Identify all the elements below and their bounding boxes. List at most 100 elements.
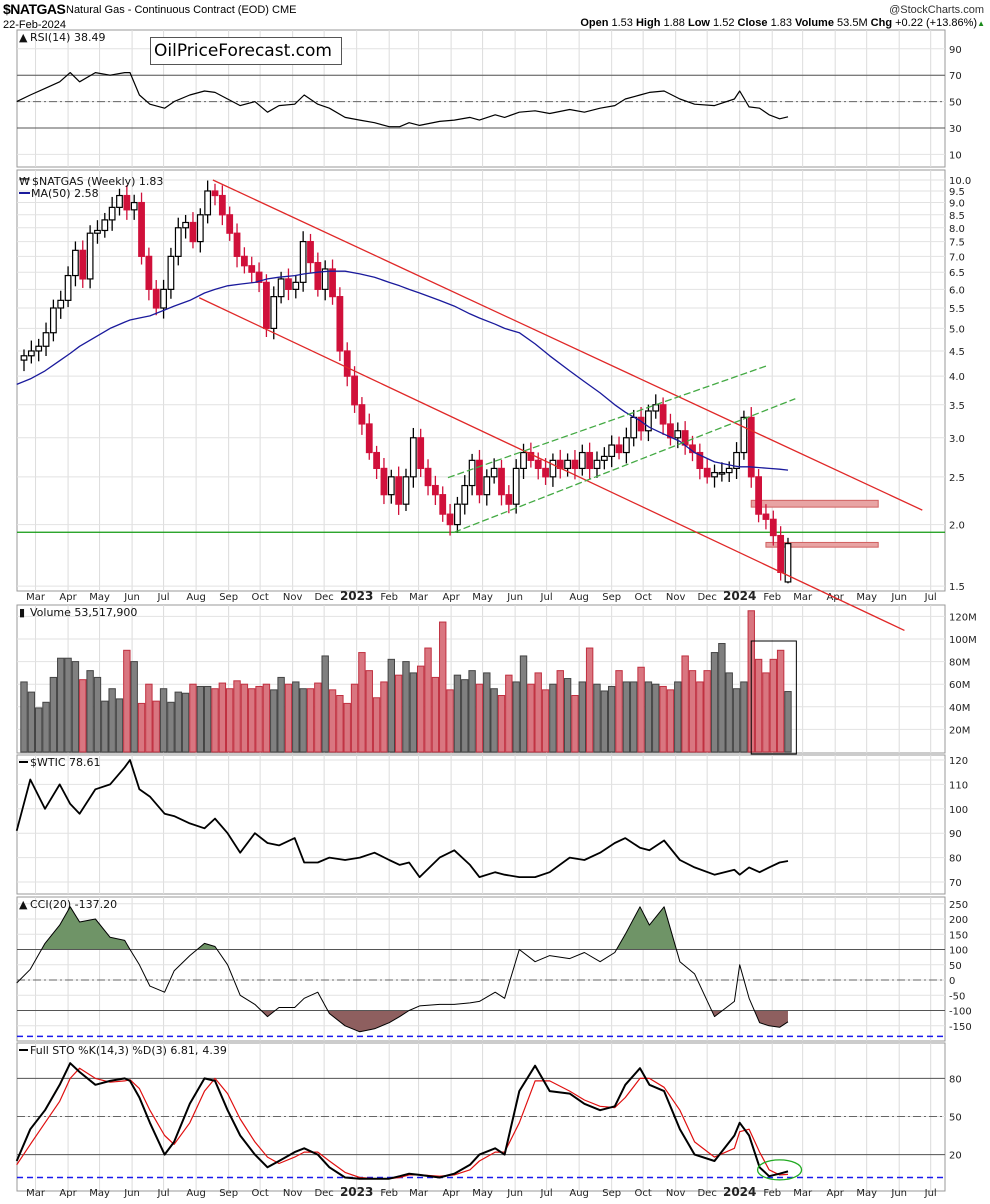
- candle: [160, 279, 167, 319]
- volume-bar: [365, 670, 373, 753]
- volume-bar: [703, 670, 711, 753]
- candle: [108, 196, 116, 231]
- candle: [564, 453, 572, 477]
- up-candle-body: [174, 227, 182, 257]
- candle: [431, 475, 439, 506]
- candle: [94, 220, 101, 244]
- candle: [615, 436, 623, 460]
- volume-bar: [225, 688, 234, 753]
- candle: [424, 459, 432, 496]
- candle: [703, 458, 711, 484]
- candle: [542, 458, 549, 485]
- volume-bar: [688, 670, 697, 753]
- volume-bar: [262, 683, 271, 753]
- candle: [512, 459, 520, 514]
- up-triangle-icon: ▲: [977, 19, 985, 28]
- volume-axis-tick: 80M: [949, 658, 970, 669]
- up-candle-body: [483, 476, 491, 496]
- up-candle-body: [645, 410, 652, 432]
- volume-bar: [637, 666, 645, 753]
- candle: [182, 214, 190, 239]
- up-candle-body: [27, 350, 35, 357]
- candle: [358, 397, 366, 435]
- candle: [152, 280, 160, 316]
- up-candle-body: [20, 355, 28, 361]
- month-label: Jun: [890, 592, 907, 603]
- cci-axis-tick: 150: [949, 930, 968, 941]
- sto-axis-tick: 50: [949, 1113, 962, 1124]
- down-candle-body: [476, 459, 483, 496]
- volume-bar: [145, 683, 153, 753]
- down-candle-body: [659, 404, 667, 425]
- high-label: High: [635, 17, 661, 29]
- quote-summary: Open 1.53 High 1.88 Low 1.52 Close 1.83 …: [580, 17, 985, 29]
- month-label: Jul: [924, 1188, 937, 1199]
- chg-label: Chg: [870, 17, 893, 29]
- candle: [218, 185, 226, 226]
- volume-bar: [270, 689, 278, 753]
- month-label: Jul: [157, 1188, 170, 1199]
- down-candle-body: [189, 221, 197, 243]
- wtic-axis-tick: 110: [949, 780, 968, 791]
- month-label: Mar: [409, 592, 429, 603]
- volume-bar: [101, 700, 109, 753]
- volume-axis-tick: 40M: [949, 703, 970, 714]
- month-label: Dec: [314, 592, 333, 603]
- month-label: May: [472, 592, 493, 603]
- candle: [329, 259, 336, 305]
- cci-axis-tick: 250: [949, 900, 968, 911]
- stockcharts-watermark: @StockCharts.com: [889, 4, 984, 16]
- up-candle-body: [108, 206, 116, 221]
- volume-bar: [130, 661, 138, 753]
- candle: [439, 486, 447, 522]
- down-candle-body: [211, 190, 219, 197]
- candle: [527, 442, 535, 468]
- price-axis-tick: 7.5: [949, 238, 965, 249]
- month-label: Aug: [186, 592, 206, 603]
- month-label: 2024: [723, 1185, 756, 1199]
- up-candle-body: [468, 459, 476, 487]
- symbol-description: Natural Gas - Continuous Contract (EOD) …: [66, 4, 296, 16]
- volume-bar: [240, 683, 249, 753]
- up-candle-body: [277, 278, 285, 298]
- up-candle-body: [270, 296, 278, 330]
- volume-value: 53.5M: [837, 17, 868, 29]
- lower-red-trendline: [198, 297, 905, 632]
- candle: [711, 464, 718, 488]
- month-label: Jun: [123, 592, 140, 603]
- candle: [409, 427, 417, 488]
- volume-bar: [784, 691, 792, 753]
- up-candle-body: [652, 404, 660, 412]
- up-candle-body: [711, 471, 718, 478]
- volume-bar: [578, 681, 586, 753]
- up-candle-body: [130, 201, 138, 211]
- candle: [343, 342, 351, 387]
- cci-axis-tick: 100: [949, 946, 968, 957]
- volume-bar: [159, 688, 168, 753]
- up-candle-body: [299, 240, 307, 283]
- up-candle-body: [387, 476, 395, 496]
- volume-bar: [674, 681, 682, 753]
- site-annotation: OilPriceForecast.com: [150, 37, 342, 65]
- candle: [72, 241, 79, 287]
- month-label: Mar: [26, 1188, 46, 1199]
- month-label: 2023: [340, 589, 373, 603]
- rsi-label: RSI(14) 38.49: [30, 31, 105, 44]
- price-axis-tick: 6.0: [949, 285, 965, 296]
- down-candle-body: [248, 265, 256, 273]
- volume-bar: [86, 670, 94, 753]
- candle: [321, 260, 329, 301]
- up-candle-body: [49, 307, 57, 334]
- volume-bar: [600, 690, 609, 753]
- resistance-zone: [750, 499, 879, 508]
- cci-axis-tick: 0: [949, 976, 955, 987]
- up-candle-body: [204, 190, 212, 216]
- down-candle-body: [255, 271, 263, 283]
- volume-bar: [189, 683, 197, 753]
- down-candle-body: [329, 268, 336, 298]
- candle: [64, 266, 72, 308]
- candle: [454, 496, 461, 533]
- down-candle-body: [263, 281, 270, 330]
- down-candle-body: [542, 467, 549, 478]
